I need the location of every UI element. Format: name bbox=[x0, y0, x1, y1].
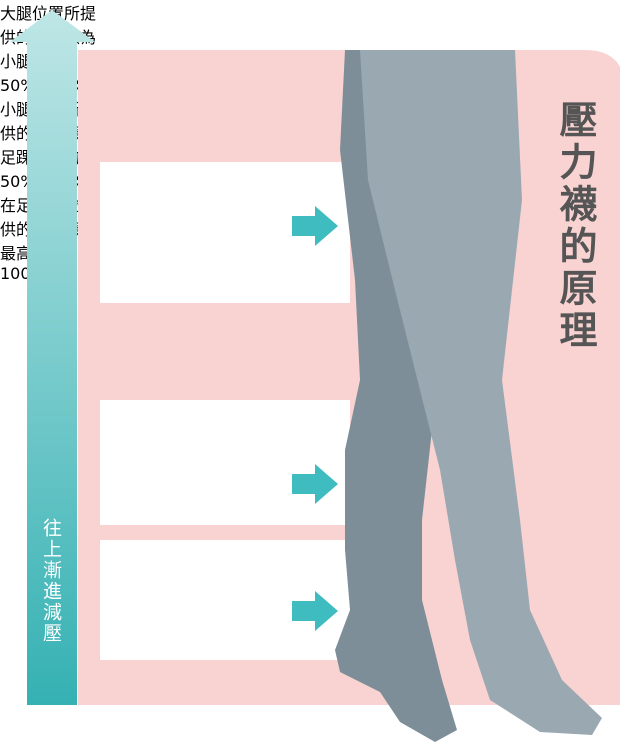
title: 壓力襪的原理 bbox=[548, 100, 603, 352]
infographic: 大腿位置所提供的壓力應為小腿的50%至85%小腿位置所提供的壓力應為足踝壓力的5… bbox=[0, 0, 620, 745]
side-arrows bbox=[292, 206, 338, 631]
arrow-label: 往上漸進減壓 bbox=[38, 518, 65, 644]
legs bbox=[0, 0, 620, 745]
